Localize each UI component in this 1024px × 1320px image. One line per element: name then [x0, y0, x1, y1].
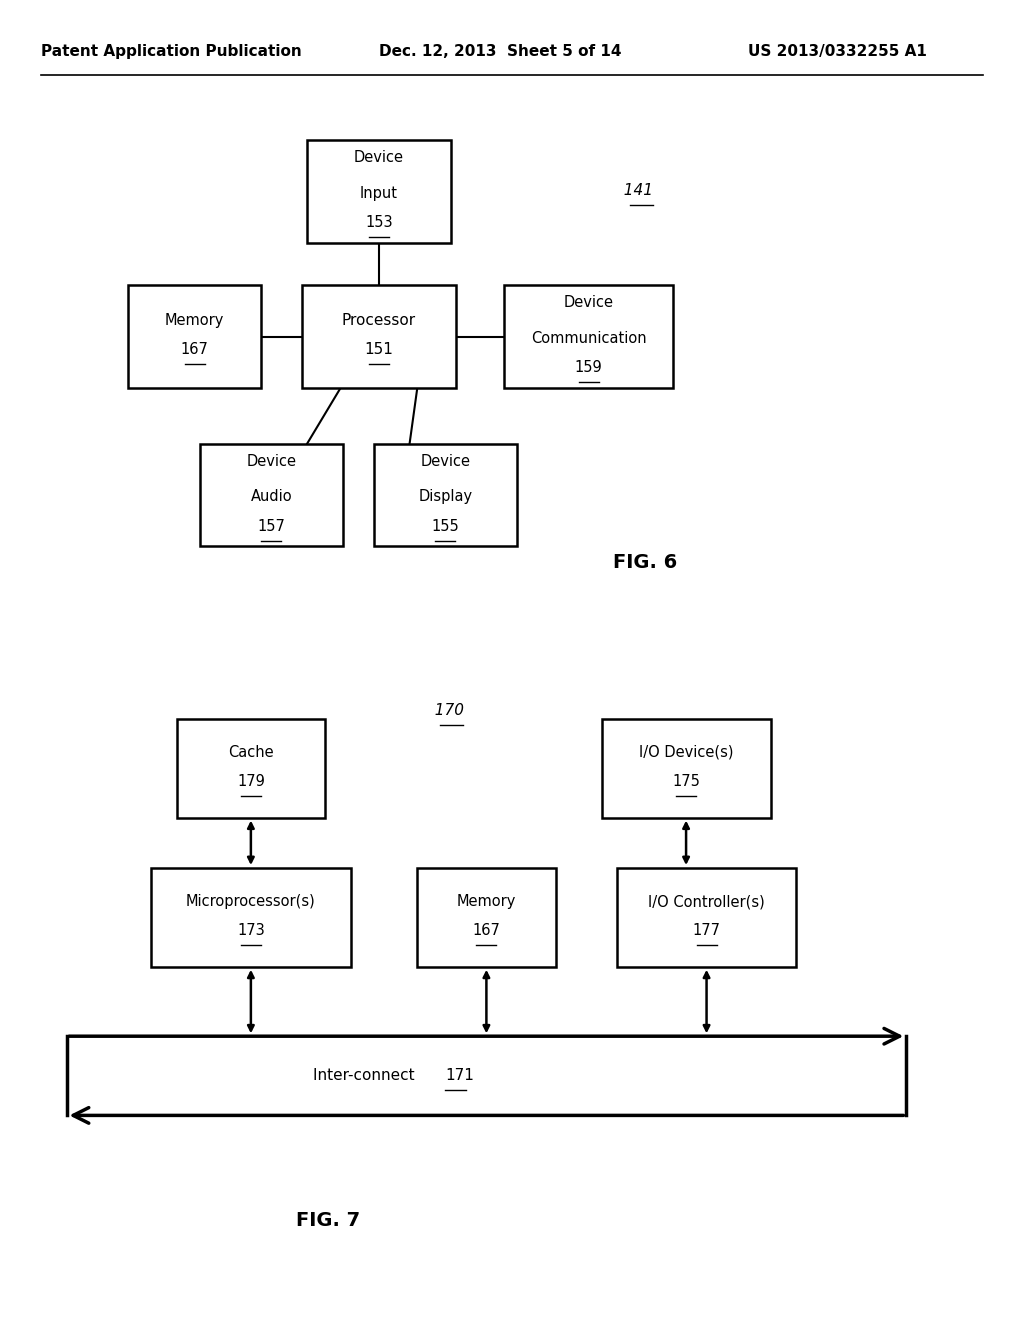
Bar — [176, 718, 326, 817]
Text: 173: 173 — [237, 923, 265, 939]
Text: 151: 151 — [365, 342, 393, 358]
Text: 155: 155 — [431, 519, 460, 533]
Text: Input: Input — [359, 186, 398, 201]
Text: FIG. 7: FIG. 7 — [296, 1212, 359, 1230]
Bar — [307, 140, 451, 243]
Text: 141: 141 — [614, 182, 653, 198]
Bar — [418, 869, 555, 966]
Text: Audio: Audio — [251, 490, 292, 504]
Text: 175: 175 — [672, 774, 700, 789]
Bar — [504, 285, 674, 388]
Text: 179: 179 — [237, 774, 265, 789]
Text: Patent Application Publication: Patent Application Publication — [41, 44, 302, 58]
Text: FIG. 6: FIG. 6 — [613, 553, 677, 572]
Text: 167: 167 — [472, 923, 501, 939]
Text: I/O Device(s): I/O Device(s) — [639, 744, 733, 760]
Text: Device: Device — [247, 454, 296, 469]
Text: 159: 159 — [574, 360, 603, 375]
Text: Communication: Communication — [531, 331, 646, 346]
Text: 170: 170 — [425, 702, 464, 718]
Bar — [302, 285, 456, 388]
Text: Device: Device — [421, 454, 470, 469]
Bar — [152, 869, 350, 966]
Text: 177: 177 — [692, 923, 721, 939]
Bar — [602, 718, 771, 817]
Text: Dec. 12, 2013  Sheet 5 of 14: Dec. 12, 2013 Sheet 5 of 14 — [379, 44, 622, 58]
Text: 157: 157 — [257, 519, 286, 533]
Text: Device: Device — [354, 150, 403, 165]
Text: Inter-connect: Inter-connect — [313, 1068, 424, 1084]
Bar — [616, 869, 796, 966]
Text: Cache: Cache — [228, 744, 273, 760]
Text: Memory: Memory — [165, 313, 224, 329]
Text: 153: 153 — [366, 215, 392, 230]
Bar — [374, 444, 517, 546]
Text: Device: Device — [564, 296, 613, 310]
Bar — [128, 285, 261, 388]
Text: Display: Display — [419, 490, 472, 504]
Text: 171: 171 — [444, 1068, 474, 1084]
Text: I/O Controller(s): I/O Controller(s) — [648, 894, 765, 909]
Text: 167: 167 — [180, 342, 209, 358]
Text: Processor: Processor — [342, 313, 416, 329]
Bar — [200, 444, 343, 546]
Text: Memory: Memory — [457, 894, 516, 909]
Text: US 2013/0332255 A1: US 2013/0332255 A1 — [748, 44, 927, 58]
Text: Microprocessor(s): Microprocessor(s) — [186, 894, 315, 909]
